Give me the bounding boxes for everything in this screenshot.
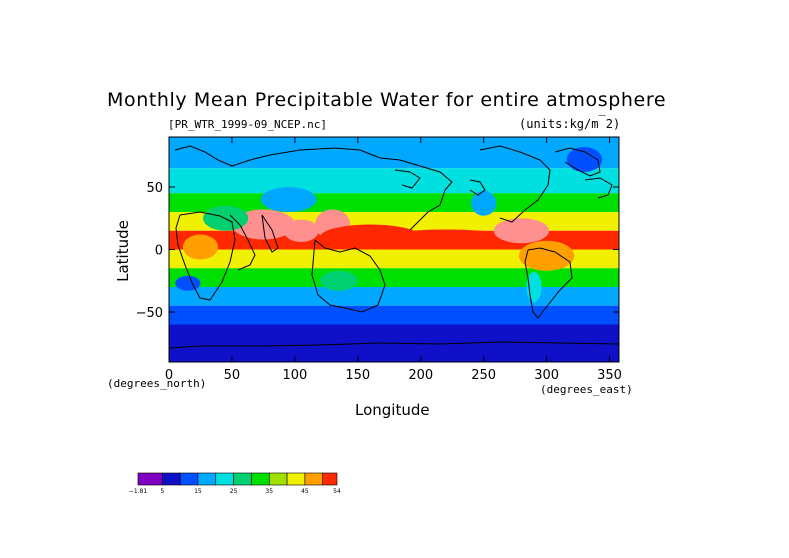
coastline [409,189,446,231]
colorbar-segment [215,472,234,486]
x-tick-label: 50 [224,368,241,383]
coastline [229,214,256,271]
field-band [169,324,619,337]
y-axis-label: Latitude [114,220,132,282]
coastline [175,211,236,301]
colorbar-label: 45 [301,488,309,495]
coastline [479,145,551,223]
x-units-label: (degrees_east) [540,383,633,396]
colorbar-segment [286,472,306,486]
field-band [169,249,619,269]
field-band [169,287,619,306]
coastline [524,247,573,319]
field-blob [518,240,575,271]
colorbar-segment [304,472,324,486]
colorbar-segment [251,472,270,486]
x-axis-label: Longitude [355,401,430,419]
field-band [169,168,619,194]
y-units-label: (degrees_north) [107,377,207,390]
colorbar-segment [179,472,199,486]
y-tick-label: −50 [136,306,163,321]
colorbar-label: 5 [160,488,164,495]
colorbar-label: 25 [230,488,238,495]
x-tick-label: 0 [165,368,173,383]
field-blob [260,187,317,212]
x-tick-label: 250 [471,368,496,383]
coastline [554,147,601,177]
coastline [469,179,486,196]
units-label: (units:kg/m‾2) [519,114,621,131]
colorbar-segment [161,472,181,486]
x-tick-label: 350 [597,368,622,383]
colorbar-label: −1.81 [129,488,148,495]
x-tick-label: 100 [282,368,307,383]
field-band [169,305,619,325]
colorbar-segment [322,472,338,486]
field-blob [320,224,421,250]
field-blob [175,275,201,291]
coastline [174,145,453,191]
chart-title: Monthly Mean Precipitable Water for enti… [107,89,667,111]
colorbar-label: 35 [265,488,273,495]
coastline [584,177,613,199]
colorbar-segment [233,472,252,486]
field-blob [382,229,509,245]
field-band [169,337,619,362]
x-tick-label: 300 [534,368,559,383]
x-tick-label: 200 [408,368,433,383]
field-blob [202,205,249,231]
colorbar-segment [137,472,163,486]
field-blob [182,234,219,260]
colorbar-segment [197,472,217,486]
field-blob [471,190,497,216]
file-name-label: [PR_WTR_1999-09_NCEP.nc] [168,118,327,131]
colorbar-segment [268,472,288,486]
field-layer [169,137,619,362]
x-tick-label: 150 [345,368,370,383]
field-band [169,137,619,169]
field-blob [320,270,358,291]
colorbar-label: 54 [333,488,341,495]
coastline [311,239,386,313]
coastline [261,214,279,253]
field-blob [283,219,319,242]
y-tick-label: 0 [155,244,163,259]
coastline [394,169,421,189]
colorbar-label: 15 [194,488,202,495]
y-tick-label: 50 [146,181,163,196]
field-blob [566,147,603,172]
field-blob [493,218,550,244]
field-band [169,268,619,287]
coastline [169,341,619,349]
